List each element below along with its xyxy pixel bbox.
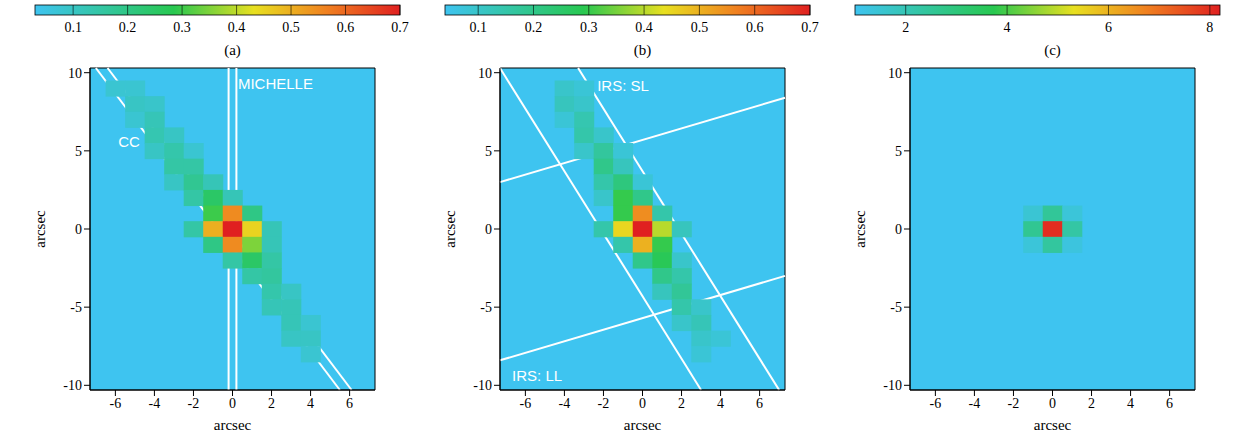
- svg-text:-5: -5: [480, 300, 492, 315]
- svg-text:0.6: 0.6: [337, 20, 355, 35]
- svg-text:5: 5: [485, 144, 492, 159]
- svg-text:IRS: SL: IRS: SL: [597, 77, 649, 94]
- svg-text:arcsec: arcsec: [1034, 417, 1072, 432]
- svg-text:0: 0: [75, 222, 82, 237]
- svg-text:IRS: LL: IRS: LL: [512, 367, 562, 384]
- svg-text:4: 4: [1127, 396, 1134, 411]
- svg-text:-6: -6: [930, 396, 942, 411]
- svg-text:-4: -4: [149, 396, 161, 411]
- svg-text:0.6: 0.6: [746, 20, 764, 35]
- svg-text:6: 6: [346, 396, 353, 411]
- svg-text:arcsec: arcsec: [442, 210, 458, 248]
- svg-text:0.7: 0.7: [391, 20, 409, 35]
- svg-text:-10: -10: [63, 378, 82, 393]
- svg-text:10: 10: [68, 66, 82, 81]
- svg-text:-10: -10: [883, 378, 902, 393]
- svg-text:4: 4: [1004, 20, 1011, 35]
- svg-text:0.5: 0.5: [282, 20, 300, 35]
- svg-text:2: 2: [1088, 396, 1095, 411]
- svg-text:-6: -6: [520, 396, 532, 411]
- svg-text:-5: -5: [70, 300, 82, 315]
- svg-text:10: 10: [888, 66, 902, 81]
- svg-text:-2: -2: [1008, 396, 1020, 411]
- svg-text:0: 0: [485, 222, 492, 237]
- svg-text:0: 0: [639, 396, 646, 411]
- svg-text:-10: -10: [473, 378, 492, 393]
- svg-text:arcsec: arcsec: [214, 417, 252, 432]
- svg-text:2: 2: [678, 396, 685, 411]
- svg-text:2: 2: [902, 20, 909, 35]
- svg-text:0.4: 0.4: [228, 20, 246, 35]
- svg-text:arcsec: arcsec: [624, 417, 662, 432]
- html-text:(b): (b): [633, 42, 652, 58]
- svg-text:0.5: 0.5: [691, 20, 709, 35]
- html-text:(c): (c): [1044, 42, 1061, 58]
- svg-text:-4: -4: [969, 396, 981, 411]
- svg-text:6: 6: [1166, 396, 1173, 411]
- svg-text:0.1: 0.1: [469, 20, 487, 35]
- svg-text:0: 0: [895, 222, 902, 237]
- svg-text:0.3: 0.3: [173, 20, 191, 35]
- svg-text:0.7: 0.7: [801, 20, 819, 35]
- svg-text:-5: -5: [890, 300, 902, 315]
- html-text:(a): (a): [224, 42, 241, 58]
- svg-text:6: 6: [1105, 20, 1112, 35]
- svg-text:8: 8: [1206, 20, 1213, 35]
- svg-text:2: 2: [268, 396, 275, 411]
- svg-text:0.3: 0.3: [580, 20, 598, 35]
- svg-text:4: 4: [717, 396, 724, 411]
- svg-text:arcsec: arcsec: [852, 210, 868, 248]
- svg-text:0.1: 0.1: [64, 20, 82, 35]
- svg-text:5: 5: [895, 144, 902, 159]
- svg-text:6: 6: [756, 396, 763, 411]
- svg-text:-2: -2: [598, 396, 610, 411]
- svg-text:0.2: 0.2: [119, 20, 137, 35]
- svg-text:0: 0: [229, 396, 236, 411]
- svg-text:-4: -4: [559, 396, 571, 411]
- svg-text:0.2: 0.2: [525, 20, 543, 35]
- svg-text:-6: -6: [110, 396, 122, 411]
- svg-text:10: 10: [478, 66, 492, 81]
- svg-text:0: 0: [1049, 396, 1056, 411]
- svg-text:-2: -2: [188, 396, 200, 411]
- svg-text:5: 5: [75, 144, 82, 159]
- svg-text:arcsec: arcsec: [32, 210, 48, 248]
- svg-text:CC: CC: [118, 133, 140, 150]
- svg-text:MICHELLE: MICHELLE: [238, 75, 313, 92]
- svg-text:0.4: 0.4: [635, 20, 653, 35]
- svg-text:4: 4: [307, 396, 314, 411]
